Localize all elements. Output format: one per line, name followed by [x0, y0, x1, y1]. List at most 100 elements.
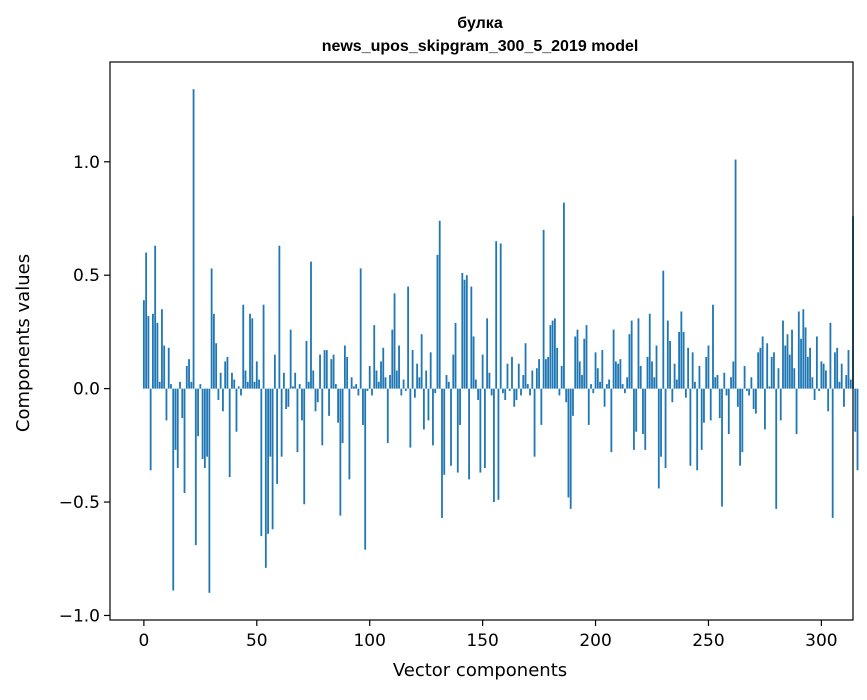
- bar: [161, 309, 163, 389]
- bar: [544, 359, 547, 389]
- bar: [727, 388, 730, 434]
- bar: [766, 343, 769, 389]
- bar: [425, 370, 428, 389]
- bar: [170, 384, 172, 389]
- bar: [314, 388, 317, 412]
- bar: [757, 352, 760, 389]
- bar: [203, 388, 206, 469]
- bar: [529, 388, 531, 396]
- bar: [199, 384, 202, 389]
- bar: [280, 388, 283, 457]
- bar: [565, 388, 568, 403]
- bar: [694, 381, 696, 389]
- bar: [398, 345, 400, 389]
- bar: [612, 329, 615, 389]
- bar: [520, 388, 522, 396]
- bar: [255, 361, 258, 389]
- bar: [721, 388, 723, 507]
- bar: [574, 336, 577, 389]
- bar: [240, 388, 242, 396]
- bar: [707, 345, 710, 389]
- bar: [657, 388, 660, 489]
- bar: [691, 352, 694, 389]
- bar: [479, 388, 482, 473]
- bar: [258, 379, 260, 389]
- bar: [348, 388, 351, 480]
- bar: [829, 322, 832, 389]
- bar: [194, 388, 197, 546]
- bar: [364, 388, 367, 550]
- bar: [845, 375, 848, 389]
- bar: [163, 345, 166, 389]
- bar: [664, 388, 667, 469]
- bar: [603, 388, 606, 407]
- bar: [768, 386, 771, 389]
- bar: [206, 388, 209, 457]
- bar: [495, 241, 498, 389]
- bar: [142, 300, 145, 389]
- bar: [786, 334, 789, 389]
- bar: [653, 377, 656, 389]
- bar: [325, 350, 328, 389]
- bar: [350, 377, 353, 389]
- bar: [149, 388, 152, 471]
- bar: [375, 370, 378, 389]
- bar: [572, 388, 574, 416]
- bar: [278, 245, 281, 389]
- bar: [567, 388, 570, 498]
- bar: [551, 320, 554, 389]
- bar: [770, 356, 773, 389]
- bar: [558, 388, 561, 396]
- y-tick-label: 0.5: [73, 266, 100, 286]
- bar: [605, 384, 608, 389]
- bar: [743, 365, 746, 389]
- bar: [228, 388, 231, 478]
- bar: [671, 388, 674, 403]
- bar: [788, 354, 791, 389]
- bar: [179, 381, 181, 389]
- bar: [540, 388, 543, 425]
- bar: [840, 363, 843, 389]
- bar: [682, 331, 685, 389]
- chart-subtitle: news_upos_skipgram_300_5_2019 model: [322, 38, 639, 55]
- bar: [271, 388, 274, 530]
- y-tick-label: 1.0: [73, 153, 100, 173]
- bar: [782, 320, 784, 389]
- bar: [547, 356, 550, 389]
- bar: [526, 384, 529, 389]
- bar: [185, 365, 188, 389]
- bar: [793, 368, 796, 389]
- bar: [307, 381, 310, 389]
- bar: [452, 354, 455, 389]
- bar: [646, 356, 649, 389]
- bar: [736, 388, 739, 407]
- bar: [651, 361, 653, 389]
- bar: [831, 388, 834, 518]
- bar: [158, 381, 161, 389]
- bar: [343, 345, 346, 389]
- bar: [594, 352, 597, 389]
- bar: [233, 379, 236, 389]
- bar: [533, 388, 536, 457]
- bar: [474, 379, 477, 389]
- bar: [775, 388, 778, 509]
- bar: [287, 388, 290, 407]
- bar: [522, 375, 525, 389]
- bar: [156, 322, 159, 389]
- bar: [468, 388, 470, 480]
- bar: [359, 268, 362, 389]
- bar: [696, 388, 699, 471]
- bar: [445, 375, 448, 389]
- bar: [371, 388, 373, 396]
- bar: [709, 388, 712, 421]
- bar: [761, 336, 764, 389]
- bar: [409, 388, 412, 448]
- bar: [352, 386, 355, 389]
- bar: [183, 388, 186, 493]
- bar: [590, 384, 592, 389]
- bar: [730, 377, 732, 389]
- bar: [675, 379, 678, 389]
- bar: [400, 388, 403, 396]
- bar: [269, 388, 272, 457]
